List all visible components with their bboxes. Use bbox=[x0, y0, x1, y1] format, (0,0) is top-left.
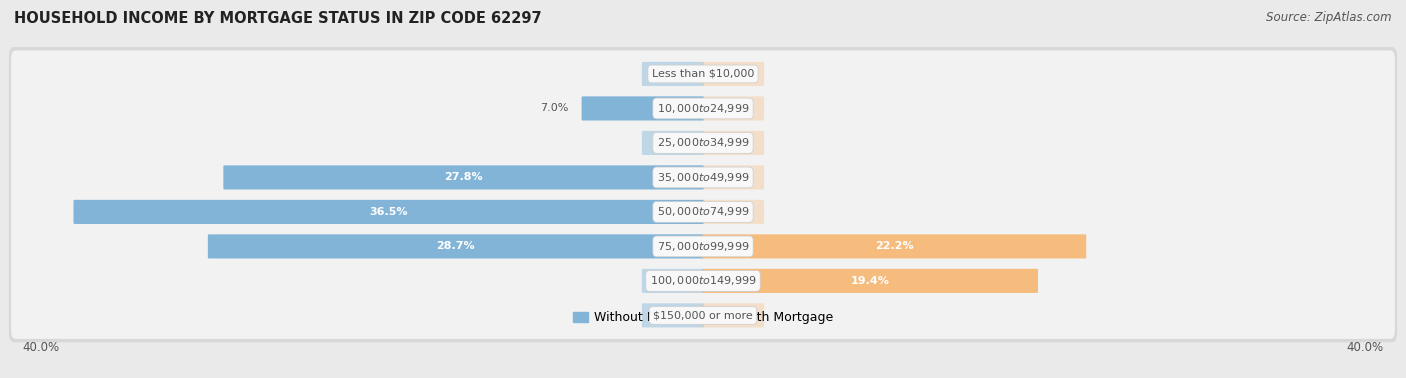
FancyBboxPatch shape bbox=[702, 200, 763, 224]
FancyBboxPatch shape bbox=[11, 223, 1395, 270]
FancyBboxPatch shape bbox=[208, 234, 704, 259]
Text: $35,000 to $49,999: $35,000 to $49,999 bbox=[657, 171, 749, 184]
Text: HOUSEHOLD INCOME BY MORTGAGE STATUS IN ZIP CODE 62297: HOUSEHOLD INCOME BY MORTGAGE STATUS IN Z… bbox=[14, 11, 541, 26]
FancyBboxPatch shape bbox=[73, 200, 704, 224]
FancyBboxPatch shape bbox=[224, 165, 704, 189]
Text: 0.0%: 0.0% bbox=[724, 69, 752, 79]
Text: 0.0%: 0.0% bbox=[654, 69, 682, 79]
Text: 22.2%: 22.2% bbox=[875, 242, 914, 251]
Text: 0.0%: 0.0% bbox=[724, 310, 752, 321]
FancyBboxPatch shape bbox=[8, 47, 1398, 101]
FancyBboxPatch shape bbox=[8, 185, 1398, 239]
FancyBboxPatch shape bbox=[702, 269, 1038, 293]
Text: Source: ZipAtlas.com: Source: ZipAtlas.com bbox=[1267, 11, 1392, 24]
FancyBboxPatch shape bbox=[643, 131, 704, 155]
Text: 27.8%: 27.8% bbox=[444, 172, 482, 183]
Text: 0.0%: 0.0% bbox=[654, 138, 682, 148]
Text: $10,000 to $24,999: $10,000 to $24,999 bbox=[657, 102, 749, 115]
FancyBboxPatch shape bbox=[11, 51, 1395, 98]
Text: 19.4%: 19.4% bbox=[851, 276, 890, 286]
FancyBboxPatch shape bbox=[702, 165, 763, 189]
FancyBboxPatch shape bbox=[11, 119, 1395, 166]
FancyBboxPatch shape bbox=[643, 62, 704, 86]
FancyBboxPatch shape bbox=[11, 85, 1395, 132]
FancyBboxPatch shape bbox=[702, 234, 1087, 259]
Text: 0.0%: 0.0% bbox=[724, 172, 752, 183]
Text: 28.7%: 28.7% bbox=[436, 242, 475, 251]
FancyBboxPatch shape bbox=[8, 220, 1398, 273]
Text: 0.0%: 0.0% bbox=[654, 276, 682, 286]
Legend: Without Mortgage, With Mortgage: Without Mortgage, With Mortgage bbox=[568, 306, 838, 329]
FancyBboxPatch shape bbox=[8, 150, 1398, 204]
FancyBboxPatch shape bbox=[8, 288, 1398, 342]
FancyBboxPatch shape bbox=[702, 96, 763, 121]
FancyBboxPatch shape bbox=[8, 254, 1398, 308]
FancyBboxPatch shape bbox=[11, 189, 1395, 235]
FancyBboxPatch shape bbox=[702, 303, 763, 327]
Text: 0.0%: 0.0% bbox=[724, 207, 752, 217]
Text: 0.0%: 0.0% bbox=[724, 138, 752, 148]
FancyBboxPatch shape bbox=[11, 154, 1395, 201]
Text: $50,000 to $74,999: $50,000 to $74,999 bbox=[657, 205, 749, 218]
FancyBboxPatch shape bbox=[702, 131, 763, 155]
FancyBboxPatch shape bbox=[8, 82, 1398, 135]
Text: $75,000 to $99,999: $75,000 to $99,999 bbox=[657, 240, 749, 253]
Text: $100,000 to $149,999: $100,000 to $149,999 bbox=[650, 274, 756, 287]
Text: 0.0%: 0.0% bbox=[724, 104, 752, 113]
Text: $150,000 or more: $150,000 or more bbox=[654, 310, 752, 321]
FancyBboxPatch shape bbox=[643, 303, 704, 327]
Text: 40.0%: 40.0% bbox=[22, 341, 60, 354]
Text: 0.0%: 0.0% bbox=[654, 310, 682, 321]
Text: $25,000 to $34,999: $25,000 to $34,999 bbox=[657, 136, 749, 149]
Text: 36.5%: 36.5% bbox=[370, 207, 408, 217]
FancyBboxPatch shape bbox=[582, 96, 704, 121]
FancyBboxPatch shape bbox=[11, 257, 1395, 304]
Text: 40.0%: 40.0% bbox=[1346, 341, 1384, 354]
FancyBboxPatch shape bbox=[702, 62, 763, 86]
FancyBboxPatch shape bbox=[643, 269, 704, 293]
FancyBboxPatch shape bbox=[8, 116, 1398, 170]
FancyBboxPatch shape bbox=[11, 292, 1395, 339]
Text: Less than $10,000: Less than $10,000 bbox=[652, 69, 754, 79]
Text: 7.0%: 7.0% bbox=[540, 104, 568, 113]
